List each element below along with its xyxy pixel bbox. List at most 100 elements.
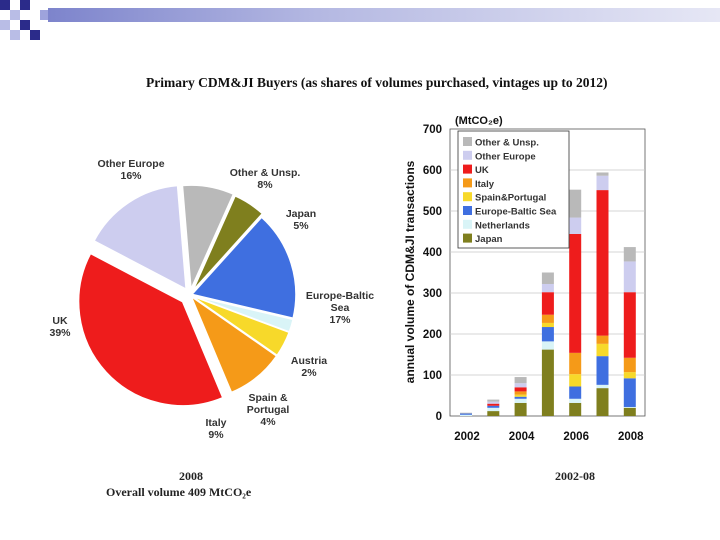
bar-segment-netherlands-2006 [569, 398, 582, 403]
bar-segment-italy-2004 [514, 391, 527, 395]
deco-square [10, 30, 20, 40]
pie-slice-other-unsp [181, 184, 235, 290]
y-tick-label: 600 [423, 165, 442, 177]
pie-slice-uk [77, 252, 224, 407]
bar-segment-uk-2005 [541, 292, 554, 315]
legend-label-uk: UK [475, 165, 489, 176]
bar-segment-other-europe-2004 [514, 383, 527, 388]
bar-segment-other-unsp-2005 [541, 272, 554, 284]
bar-segment-italy-2008 [623, 357, 636, 373]
bar-segment-japan-2003 [487, 411, 500, 416]
bar-segment-netherlands-2004 [514, 398, 527, 403]
legend [457, 130, 570, 249]
bar-segment-europe-baltic-sea-2008 [623, 378, 636, 407]
pie-label-austria: Austria 2% [291, 355, 327, 379]
y-tick-label: 0 [436, 411, 442, 423]
pie-label-europe-baltic-sea: Europe-Baltic Sea 17% [306, 290, 374, 326]
bar-segment-europe-baltic-sea-2004 [514, 396, 527, 399]
y-tick-label: 700 [423, 124, 442, 136]
bar-segment-netherlands-2005 [541, 341, 554, 350]
bar-segment-spain-portugal-2005 [541, 322, 554, 328]
bar-segment-spain-portugal-2006 [569, 374, 582, 387]
bar-segment-other-unsp-2002 [460, 412, 472, 414]
legend-label-other-europe: Other Europe [475, 151, 536, 162]
legend-label-japan: Japan [475, 234, 503, 245]
bar-segment-europe-baltic-sea-2007 [596, 356, 609, 385]
bar-segment-other-unsp-2006 [569, 189, 582, 218]
deco-square [20, 20, 30, 30]
page-title: Primary CDM&JI Buyers (as shares of volu… [146, 75, 608, 90]
bar-segment-other-unsp-2008 [623, 247, 636, 262]
legend-label-europe-baltic-sea: Europe-Baltic Sea [475, 207, 557, 218]
bar-segment-uk-2008 [623, 292, 636, 358]
pie-label-other-europe: Other Europe 16% [97, 158, 164, 182]
header-gradient-bar [48, 8, 720, 22]
deco-square [0, 0, 10, 10]
y-tick-label: 400 [423, 247, 442, 259]
legend-swatch-italy [463, 178, 472, 188]
x-tick-label: 2006 [563, 431, 589, 443]
pie-label-japan: Japan 5% [286, 208, 316, 232]
bar-segment-other-unsp-2007 [596, 172, 609, 176]
y-tick-label: 200 [423, 329, 442, 341]
bar-segment-other-europe-2008 [623, 261, 636, 293]
legend-swatch-uk [463, 164, 472, 174]
bar-segment-europe-baltic-sea-2005 [541, 327, 554, 342]
pie-slice-other-europe [93, 184, 187, 291]
legend-label-spain-portugal: Spain&Portugal [475, 193, 546, 204]
bar-segment-other-unsp-2003 [487, 399, 500, 402]
bar-segment-uk-2003 [487, 403, 500, 406]
pie-caption-year: 2008 [179, 469, 203, 483]
x-tick-label: 2008 [618, 431, 644, 443]
bar-segment-japan-2006 [569, 402, 582, 416]
bar-segment-japan-2008 [623, 407, 636, 416]
bar-segment-japan-2007 [596, 388, 609, 416]
pie-slice-japan [192, 194, 264, 292]
bar-segment-europe-baltic-sea-2002 [460, 413, 472, 415]
bar-segment-uk-2006 [569, 233, 582, 353]
bar-segment-italy-2006 [569, 352, 582, 375]
legend-label-italy: Italy [475, 179, 495, 190]
bar-segment-other-europe-2005 [541, 283, 554, 293]
unit-label: (MtCO₂e) [455, 115, 503, 127]
bar-segment-spain-portugal-2004 [514, 394, 527, 397]
legend-swatch-other-europe [463, 150, 472, 160]
bar-segment-other-europe-2003 [487, 401, 500, 404]
bar-segment-italy-2005 [541, 314, 554, 323]
bar-segment-uk-2004 [514, 387, 527, 392]
legend-swatch-japan [463, 233, 472, 243]
pie-label-other-unsp: Other & Unsp. 8% [230, 167, 301, 191]
bar-caption-years: 2002-08 [555, 469, 595, 483]
deco-square [30, 30, 40, 40]
legend-swatch-spain-portugal [463, 192, 472, 202]
legend-swatch-netherlands [463, 219, 472, 229]
pie-caption-volume: Overall volume 409 MtCO₂e [106, 485, 252, 499]
deco-square [0, 20, 10, 30]
bar-segment-other-europe-2007 [596, 175, 609, 191]
bar-segment-netherlands-2002 [460, 414, 472, 416]
pie-slice-spain-portugal [191, 295, 291, 357]
pie-label-italy: Italy 9% [205, 417, 226, 441]
bar-segment-netherlands-2008 [623, 406, 636, 408]
legend-swatch-other-unsp [463, 137, 472, 146]
bar-segment-netherlands-2003 [487, 407, 500, 412]
bar-segment-other-unsp-2004 [514, 377, 527, 384]
bar-segment-spain-portugal-2008 [623, 372, 636, 379]
bar-segment-other-europe-2006 [569, 217, 582, 234]
y-axis-title: annual volume of CDM&JI transactions [403, 160, 417, 383]
bar-segment-netherlands-2007 [596, 384, 609, 389]
pie-slice-italy [189, 294, 278, 394]
x-tick-label: 2004 [509, 431, 535, 443]
bar-segment-italy-2007 [596, 335, 609, 344]
legend-label-other-unsp: Other & Unsp. [475, 138, 539, 149]
bar-segment-europe-baltic-sea-2006 [569, 386, 582, 399]
pie-label-spain-portugal: Spain & Portugal 4% [247, 392, 290, 428]
bar-segment-japan-2005 [541, 349, 554, 416]
bar-segment-spain-portugal-2007 [596, 343, 609, 357]
deco-square [20, 0, 30, 10]
legend-label-netherlands: Netherlands [475, 220, 530, 231]
deco-square [10, 10, 20, 20]
bar-segment-uk-2007 [596, 190, 609, 336]
